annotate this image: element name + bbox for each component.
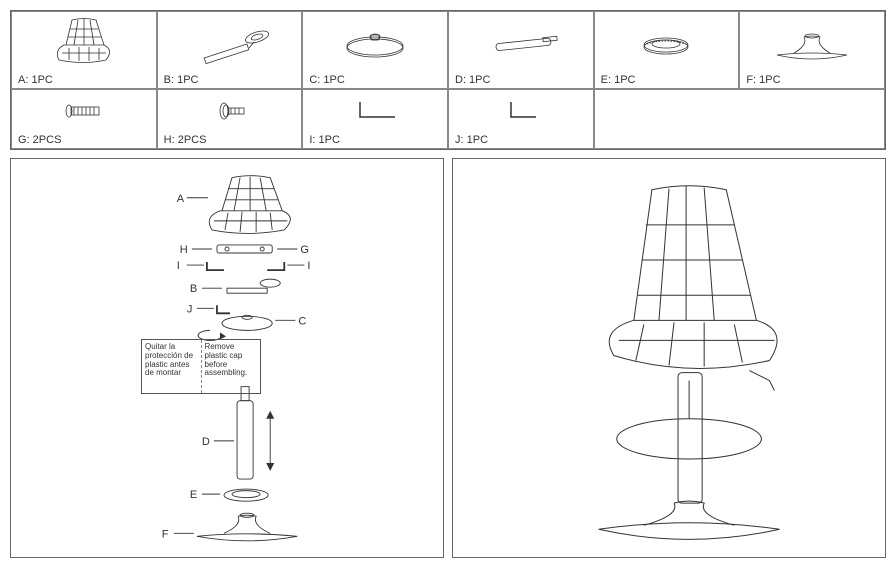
part-image-H [158,90,302,132]
part-cell-F: F: 1PC [739,11,885,89]
part-label-F: F: 1PC [740,72,884,88]
note-es: Quitar la protección de plastic antes de… [142,340,202,393]
part-image-B [158,12,302,72]
callout-A: A [177,193,185,205]
part-image-F [740,12,884,72]
part-label-E: E: 1PC [595,72,739,88]
callout-E: E [190,489,197,501]
assembled-panel [452,158,886,558]
part-cell-A: A: 1PC [11,11,157,89]
part-label-H: H: 2PCS [158,132,302,148]
callout-G: G [300,244,309,256]
part-image-G [12,90,156,132]
part-image-C [303,12,447,72]
part-image-D [449,12,593,72]
part-image-I [303,90,447,132]
part-cell-C: C: 1PC [302,11,448,89]
callout-C: C [298,315,306,327]
part-label-B: B: 1PC [158,72,302,88]
callout-H: H [180,244,188,256]
part-label-C: C: 1PC [303,72,447,88]
note-en: Remove plastic cap before assembling. [202,340,261,393]
part-label-I: I: 1PC [303,132,447,148]
part-label-A: A: 1PC [12,72,156,88]
parts-grid: A: 1PC B: 1PC [10,10,886,150]
part-cell-B: B: 1PC [157,11,303,89]
part-image-A [12,12,156,72]
part-cell-G: G: 2PCS [11,89,157,149]
part-label-D: D: 1PC [449,72,593,88]
part-image-J [449,90,593,132]
part-cell-E: E: 1PC [594,11,740,89]
callout-J: J [187,303,193,315]
part-cell-J: J: 1PC [448,89,594,149]
callout-B: B [190,283,197,295]
part-cell-I: I: 1PC [302,89,448,149]
callout-I-right: I [307,260,310,272]
empty-cell [594,89,885,149]
part-label-J: J: 1PC [449,132,593,148]
part-cell-D: D: 1PC [448,11,594,89]
callout-F: F [162,528,169,540]
note-box: Quitar la protección de plastic antes de… [141,339,261,394]
callout-D: D [202,436,210,448]
part-label-G: G: 2PCS [12,132,156,148]
exploded-panel: A H G I I B [10,158,444,558]
callout-I-left: I [177,260,180,272]
assembly-row: A H G I I B [10,158,886,558]
part-image-E [595,12,739,72]
part-cell-H: H: 2PCS [157,89,303,149]
